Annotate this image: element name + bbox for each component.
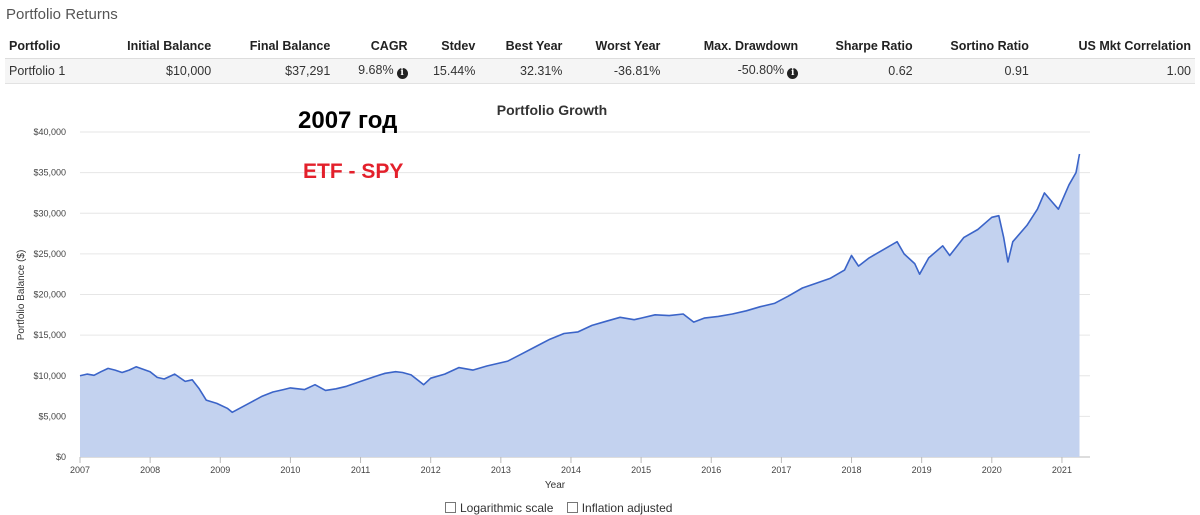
y-tick-label: $35,000	[33, 168, 66, 178]
x-tick-label: 2007	[70, 465, 90, 475]
log-scale-checkbox[interactable]	[445, 502, 456, 513]
inflation-checkbox[interactable]	[566, 502, 578, 513]
x-tick-label: 2015	[631, 465, 651, 475]
x-tick-label: 2017	[771, 465, 791, 475]
cell-cagr: 9.68% i	[334, 58, 412, 84]
section-title: Portfolio Returns	[6, 6, 118, 23]
header-stdev[interactable]: Stdev	[411, 33, 480, 59]
portfolio-returns-table: Portfolio Initial Balance Final Balance …	[5, 33, 1195, 84]
header-portfolio[interactable]: Portfolio	[5, 33, 92, 59]
cagr-value: 9.68%	[358, 63, 394, 77]
cell-initial-balance: $10,000	[91, 58, 216, 84]
x-tick-label: 2013	[491, 465, 511, 475]
x-axis-label: Year	[545, 480, 566, 491]
drawdown-value: -50.80%	[737, 63, 785, 77]
cell-final-balance: $37,291	[215, 58, 335, 84]
area-fill	[80, 154, 1080, 457]
y-tick-label: $30,000	[33, 208, 66, 218]
cell-sortino-ratio: 0.91	[916, 58, 1033, 84]
x-tick-label: 2014	[561, 465, 581, 475]
portfolio-growth-chart: Portfolio Growth $0$5,000$10,000$15,000$…	[16, 102, 1090, 491]
table-header-row: Portfolio Initial Balance Final Balance …	[5, 33, 1195, 59]
x-tick-label: 2010	[280, 465, 300, 475]
cell-us-mkt-correlation: 1.00	[1032, 58, 1195, 84]
info-icon[interactable]: i	[787, 68, 799, 79]
x-tick-label: 2021	[1052, 465, 1072, 475]
year-annotation: 2007 год	[298, 107, 398, 134]
cell-worst-year: -36.81%	[566, 58, 665, 84]
inflation-label: Inflation adjusted	[581, 501, 673, 515]
x-tick-label: 2016	[701, 465, 721, 475]
etf-annotation: ETF - SPY	[303, 160, 404, 183]
cell-portfolio: Portfolio 1	[5, 58, 92, 84]
cell-stdev: 15.44%	[411, 58, 480, 84]
y-tick-label: $40,000	[33, 127, 66, 137]
header-final-balance[interactable]: Final Balance	[215, 33, 335, 59]
header-best-year[interactable]: Best Year	[479, 33, 567, 59]
cell-best-year: 32.31%	[479, 58, 567, 84]
y-tick-label: $20,000	[33, 290, 66, 300]
x-tick-label: 2008	[140, 465, 160, 475]
header-worst-year[interactable]: Worst Year	[566, 33, 665, 59]
header-us-mkt-correlation[interactable]: US Mkt Correlation	[1032, 33, 1195, 59]
y-tick-label: $10,000	[33, 371, 66, 381]
header-max-drawdown[interactable]: Max. Drawdown	[664, 33, 803, 59]
chart-title: Portfolio Growth	[497, 102, 607, 118]
y-tick-label: $15,000	[33, 330, 66, 340]
y-tick-label: $5,000	[38, 411, 66, 421]
header-cagr[interactable]: CAGR	[334, 33, 412, 59]
y-axis-label: Portfolio Balance ($)	[16, 250, 27, 341]
log-scale-label: Logarithmic scale	[460, 501, 554, 515]
x-tick-label: 2018	[842, 465, 862, 475]
inflation-option[interactable]: Inflation adjusted	[566, 501, 673, 515]
x-tick-label: 2012	[421, 465, 441, 475]
y-tick-label: $25,000	[33, 249, 66, 259]
cell-max-drawdown: -50.80% i	[664, 58, 803, 84]
y-tick-label: $0	[56, 452, 66, 462]
chart-options: Logarithmic scale Inflation adjusted	[445, 501, 682, 515]
x-tick-label: 2011	[351, 465, 370, 475]
x-tick-label: 2019	[912, 465, 932, 475]
series-line[interactable]	[79, 153, 1081, 414]
table-row: Portfolio 1 $10,000 $37,291 9.68% i 15.44…	[5, 58, 1195, 84]
header-sharpe-ratio[interactable]: Sharpe Ratio	[802, 33, 917, 59]
info-icon[interactable]: i	[396, 68, 408, 79]
log-scale-option[interactable]: Logarithmic scale	[445, 501, 553, 515]
x-axis-ticks: 2007 2008 2009 2010 2011 2012 2013 2014 2015 2016…	[70, 457, 1072, 475]
y-axis-ticks: $0 $5,000 $10,000 $15,000 $20,000 $25,000 $30,…	[33, 127, 66, 462]
cell-sharpe-ratio: 0.62	[802, 58, 917, 84]
x-tick-label: 2020	[982, 465, 1002, 475]
x-tick-label: 2009	[210, 465, 230, 475]
header-sortino-ratio[interactable]: Sortino Ratio	[916, 33, 1033, 59]
header-initial-balance[interactable]: Initial Balance	[91, 33, 216, 59]
series-area	[79, 153, 1081, 457]
